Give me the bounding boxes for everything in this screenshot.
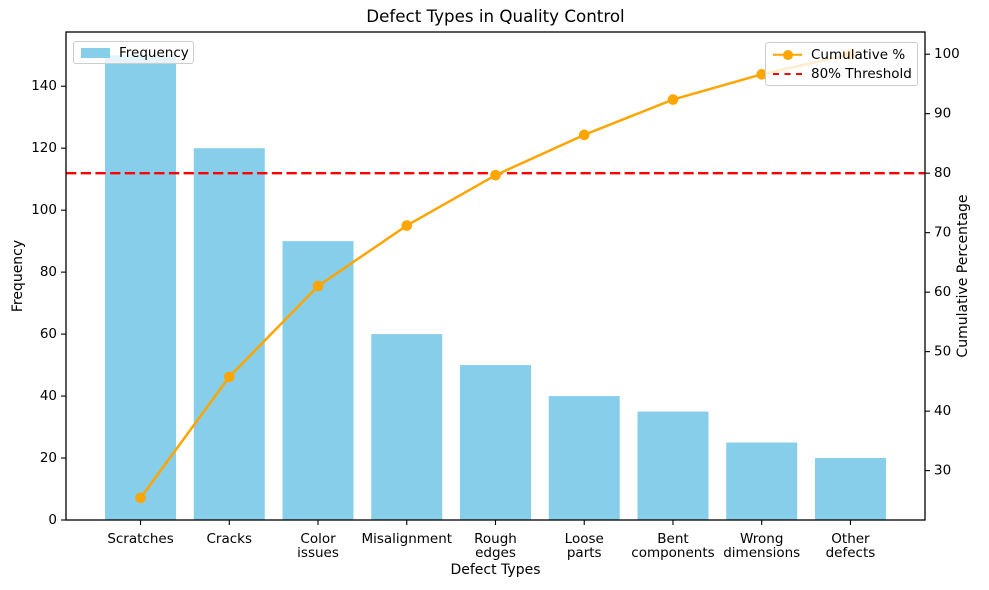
x-tick-label: Rough edges <box>474 531 517 561</box>
frequency-bar <box>371 334 443 520</box>
x-tick-label: Color issues <box>297 531 339 561</box>
legend-threshold-label: 80% Threshold <box>811 65 912 82</box>
x-tick-label: Cracks <box>207 531 253 547</box>
threshold-line-sample-icon <box>773 68 802 79</box>
cumulative-marker <box>312 280 324 292</box>
cumulative-marker <box>401 220 413 231</box>
cumulative-marker <box>135 492 146 504</box>
left-tick-label: 100 <box>31 202 57 218</box>
cumulative-marker <box>667 94 679 105</box>
chart-title: Defect Types in Quality Control <box>366 6 625 26</box>
cumulative-line-sample-icon <box>773 49 802 60</box>
frequency-bar <box>814 458 886 520</box>
frequency-bar <box>105 55 177 520</box>
cumulative-marker <box>578 129 590 141</box>
frequency-swatch-icon <box>81 47 110 58</box>
x-tick-label: Other defects <box>826 531 876 561</box>
legend-cumulative-label: Cumulative % <box>811 46 906 63</box>
legend-row-threshold: 80% Threshold <box>766 64 917 83</box>
left-tick-label: 0 <box>48 512 57 528</box>
right-axis-label: Cumulative Percentage <box>955 194 971 358</box>
threshold-line-stroke <box>773 72 802 75</box>
frequency-bar <box>193 148 265 520</box>
left-tick-label: 20 <box>40 450 57 466</box>
left-tick-label: 120 <box>31 140 57 156</box>
legend-frequency-label: Frequency <box>119 44 189 61</box>
right-tick-label: 50 <box>934 344 951 360</box>
left-tick-label: 60 <box>40 326 57 342</box>
frequency-bar <box>726 442 798 520</box>
x-tick-label: Loose parts <box>565 531 604 561</box>
legend-row-cumulative: Cumulative % <box>766 45 917 64</box>
left-axis-label: Frequency <box>10 239 26 313</box>
x-tick-label: Bent components <box>631 531 714 561</box>
cumulative-line-marker <box>782 49 793 60</box>
frequency-bar <box>460 365 531 520</box>
right-tick-label: 90 <box>934 106 951 122</box>
right-tick-label: 30 <box>934 463 951 479</box>
cumulative-marker <box>756 69 768 80</box>
left-tick-label: 80 <box>40 264 57 280</box>
frequency-bar <box>548 396 620 520</box>
right-tick-label: 40 <box>934 403 951 419</box>
legend-frequency: Frequency <box>73 41 194 64</box>
right-tick-label: 80 <box>934 165 951 181</box>
legend-cumulative: Cumulative % 80% Threshold <box>765 42 918 86</box>
x-tick-label: Scratches <box>107 531 173 547</box>
cumulative-marker <box>490 169 501 181</box>
x-tick-label: Misalignment <box>361 531 452 547</box>
left-tick-label: 140 <box>31 78 57 94</box>
left-tick-label: 40 <box>40 388 57 404</box>
x-tick-label: Wrong dimensions <box>723 531 800 561</box>
frequency-bar <box>637 411 709 520</box>
x-axis-label: Defect Types <box>450 562 541 578</box>
right-tick-label: 70 <box>934 225 951 241</box>
cumulative-marker <box>223 371 235 383</box>
right-tick-label: 60 <box>934 284 951 300</box>
right-tick-label: 100 <box>934 46 960 62</box>
